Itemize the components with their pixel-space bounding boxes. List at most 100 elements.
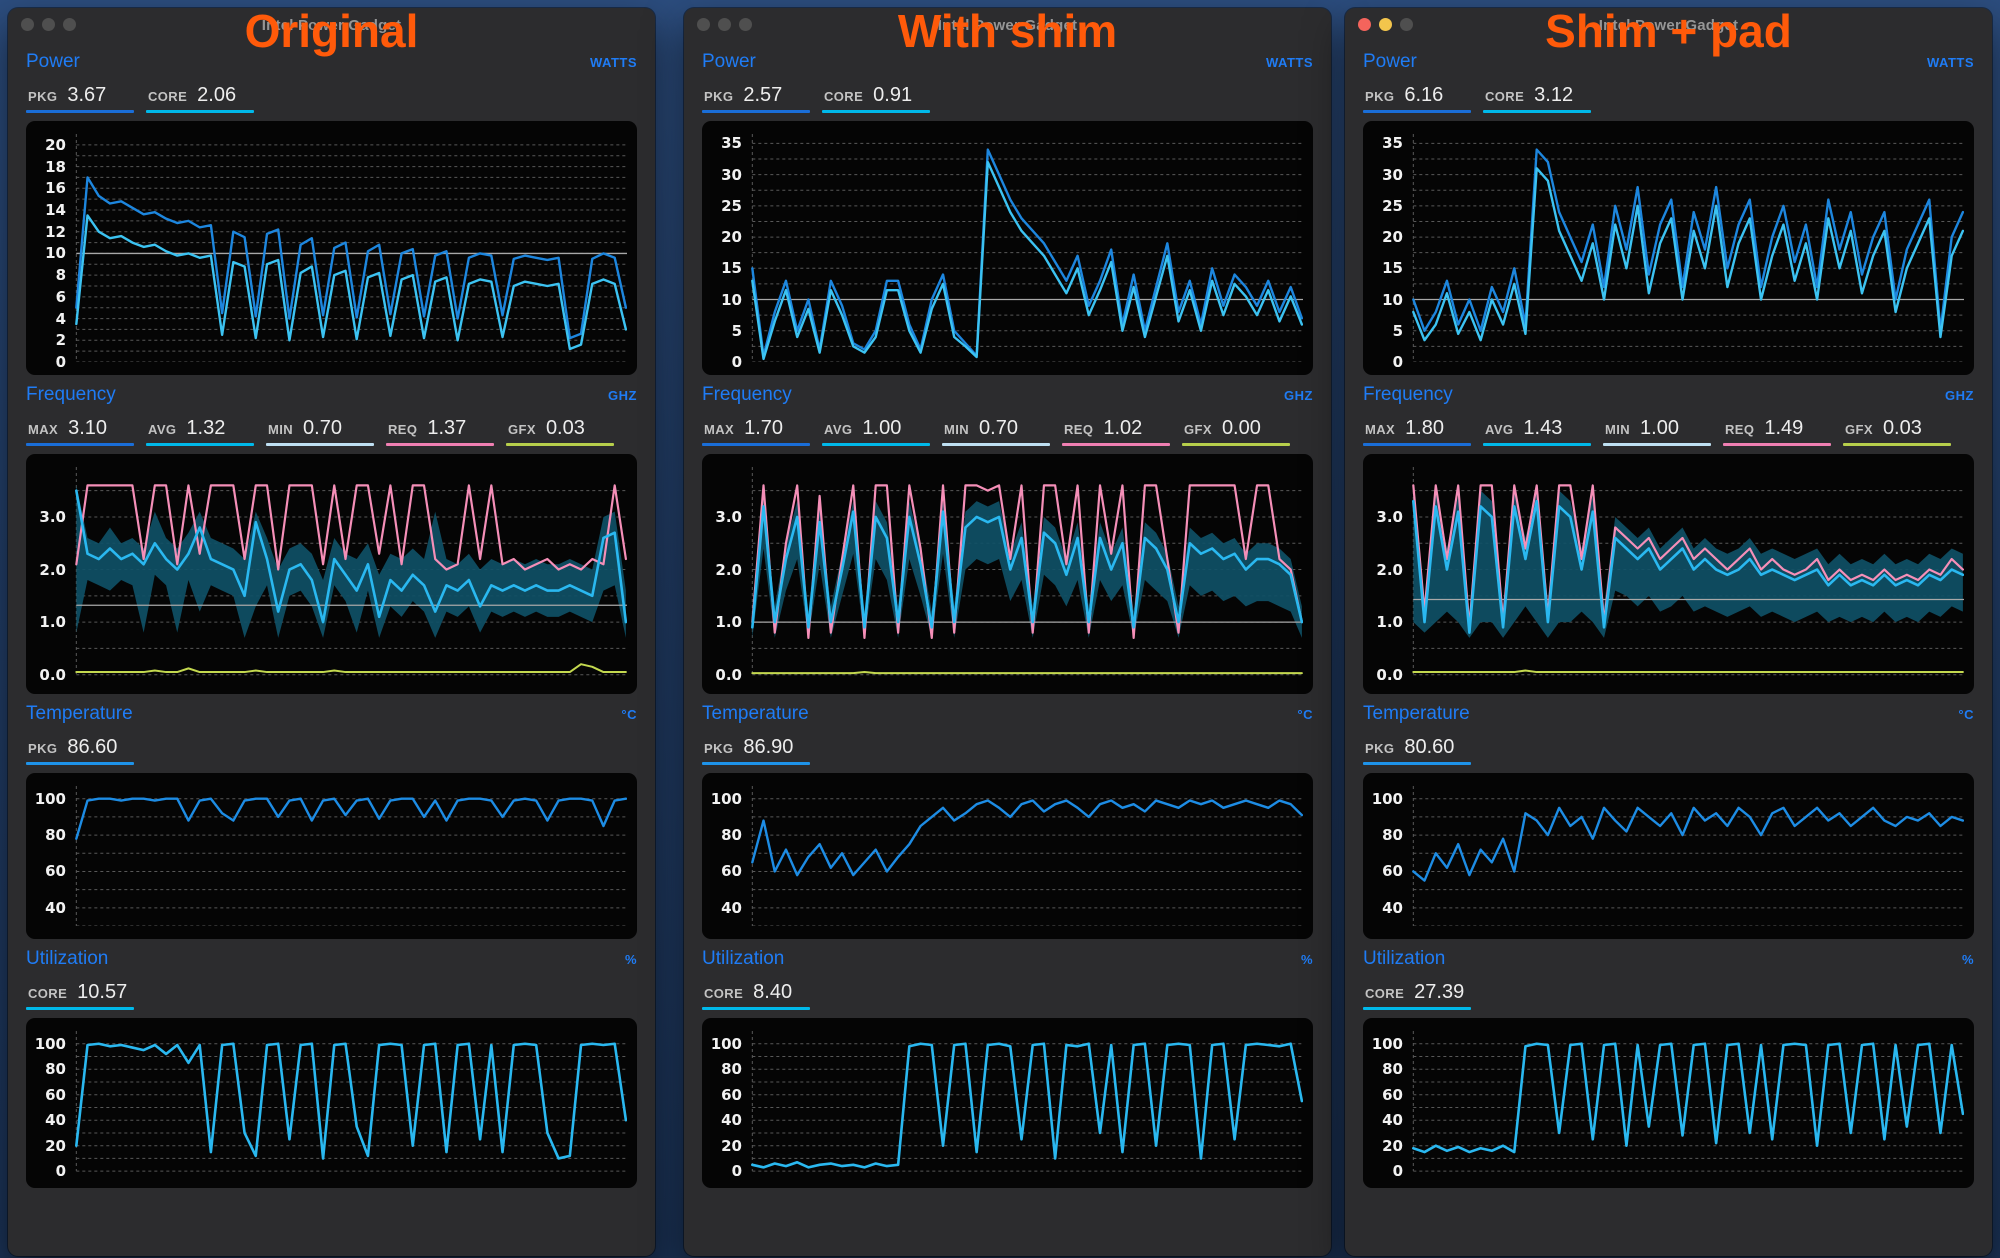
stat-value: 3.67: [67, 84, 107, 106]
titlebar[interactable]: Intel Power Gadget: [8, 8, 655, 42]
stat-value: 0.00: [1221, 417, 1261, 439]
stat-label: PKG: [704, 89, 734, 104]
stat-label: MIN: [268, 422, 294, 437]
y-axis-tick-label: 100: [710, 1034, 742, 1053]
series-gfx-line: [752, 672, 1302, 673]
power-chart: 20 18 16 14 12 10 8 6 4 2 0: [26, 121, 637, 375]
temperature-section: Temperature °C PKG 86.60 100 80 60 40: [8, 703, 655, 939]
minimize-button[interactable]: [1379, 18, 1392, 31]
minimize-button[interactable]: [718, 18, 731, 31]
y-axis-tick-label: 0.0: [39, 665, 66, 684]
y-axis-tick-label: 60: [45, 862, 66, 881]
y-axis-tick-label: 4: [55, 309, 66, 328]
stat-value: 3.10: [68, 417, 108, 439]
temperature-section-title: Temperature: [26, 703, 133, 724]
stat-gfx: GFX 0.00: [1182, 415, 1290, 446]
y-axis-tick-label: 80: [45, 826, 66, 845]
series-pkg-line: [752, 150, 1302, 356]
y-axis-tick-label: 2.0: [715, 560, 742, 579]
y-axis-tick-label: 10: [1382, 290, 1403, 309]
y-axis-tick-label: 3.0: [39, 507, 66, 526]
stat-value: 0.70: [979, 417, 1018, 439]
power-chart: 35 30 25 20 15 10 5 0: [702, 121, 1313, 375]
stat-label: MAX: [28, 422, 59, 437]
temperature-section: Temperature °C PKG 86.90 100 80 60 40: [684, 703, 1331, 939]
stat-underline: [1363, 443, 1471, 446]
window-title: Intel Power Gadget: [937, 17, 1078, 34]
titlebar[interactable]: Intel Power Gadget: [684, 8, 1331, 42]
close-button[interactable]: [21, 18, 34, 31]
series-pkg-line: [1413, 150, 1963, 331]
y-axis-tick-label: 1.0: [39, 613, 66, 632]
stat-core: CORE 10.57: [26, 979, 134, 1010]
ghz-unit-label: GHZ: [1945, 388, 1974, 403]
titlebar[interactable]: Intel Power Gadget: [1345, 8, 1992, 42]
series-pkg-line: [76, 177, 626, 338]
zoom-button[interactable]: [739, 18, 752, 31]
zoom-button[interactable]: [1400, 18, 1413, 31]
close-button[interactable]: [1358, 18, 1371, 31]
stat-label: AVG: [1485, 422, 1514, 437]
stat-value: 1.43: [1523, 417, 1563, 439]
stat-avg: AVG 1.00: [822, 415, 930, 446]
y-axis-tick-label: 100: [1371, 1034, 1403, 1053]
y-axis-tick-label: 60: [1382, 1085, 1403, 1104]
power-section: Power WATTS PKG 2.57 CORE 0.91 35 30 25 20 15 10…: [684, 51, 1331, 375]
stat-underline: [1483, 443, 1591, 446]
stat-core: CORE 8.40: [702, 979, 810, 1010]
stat-label: REQ: [1064, 422, 1094, 437]
power-section-title: Power: [1363, 51, 1417, 72]
stat-underline: [506, 443, 614, 446]
series-core-line: [76, 215, 626, 349]
temperature-stats: PKG 80.60: [1363, 734, 1974, 765]
stat-label: REQ: [1725, 422, 1755, 437]
celsius-unit-label: °C: [1297, 707, 1313, 722]
stat-label: MAX: [704, 422, 735, 437]
stat-label: CORE: [1365, 986, 1405, 1001]
stat-underline: [1483, 110, 1591, 113]
series-pkg-line: [76, 799, 626, 839]
y-axis-tick-label: 20: [1382, 228, 1403, 247]
close-button[interactable]: [697, 18, 710, 31]
stat-value: 1.32: [186, 417, 226, 439]
frequency-chart: 3.0 2.0 1.0 0.0: [702, 454, 1313, 694]
y-axis-tick-label: 35: [1382, 134, 1403, 153]
y-axis-tick-label: 6: [55, 287, 66, 306]
y-axis-tick-label: 0.0: [1376, 665, 1403, 684]
window-original: Intel Power Gadget Original Power WATTS …: [8, 8, 655, 1256]
y-axis-tick-label: 80: [1382, 1060, 1403, 1079]
stat-label: REQ: [388, 422, 418, 437]
y-axis-tick-label: 0: [1392, 353, 1403, 371]
series-gfx-line: [1413, 670, 1963, 672]
stat-underline: [26, 1007, 134, 1010]
power-chart: 35 30 25 20 15 10 5 0: [1363, 121, 1974, 375]
stat-value: 1.00: [862, 417, 902, 439]
utilization-stats: CORE 10.57: [26, 979, 637, 1010]
y-axis-tick-label: 40: [721, 898, 742, 917]
y-axis-tick-label: 15: [721, 259, 742, 278]
y-axis-tick-label: 20: [45, 135, 66, 154]
y-axis-tick-label: 10: [721, 290, 742, 309]
y-axis-tick-label: 20: [1382, 1136, 1403, 1155]
stat-label: GFX: [1184, 422, 1212, 437]
y-axis-tick-label: 100: [1371, 789, 1403, 808]
y-axis-tick-label: 1.0: [715, 613, 742, 632]
stat-underline: [1603, 443, 1711, 446]
minimize-button[interactable]: [42, 18, 55, 31]
stat-value: 86.60: [67, 736, 118, 758]
stat-value: 27.39: [1414, 981, 1465, 1003]
utilization-chart: 100 80 60 40 20 0: [26, 1018, 637, 1188]
frequency-chart: 3.0 2.0 1.0 0.0: [26, 454, 637, 694]
series-core-line: [76, 1044, 626, 1159]
power-section-title: Power: [702, 51, 756, 72]
stat-value: 86.90: [743, 736, 794, 758]
y-axis-tick-label: 60: [1382, 862, 1403, 881]
y-axis-tick-label: 3.0: [1376, 507, 1403, 526]
zoom-button[interactable]: [63, 18, 76, 31]
stat-req: REQ 1.49: [1723, 415, 1831, 446]
y-axis-tick-label: 2: [55, 331, 66, 350]
stat-core: CORE 3.12: [1483, 82, 1591, 113]
y-axis-tick-label: 2.0: [39, 560, 66, 579]
y-axis-tick-label: 30: [721, 165, 742, 184]
stat-max: MAX 1.80: [1363, 415, 1471, 446]
